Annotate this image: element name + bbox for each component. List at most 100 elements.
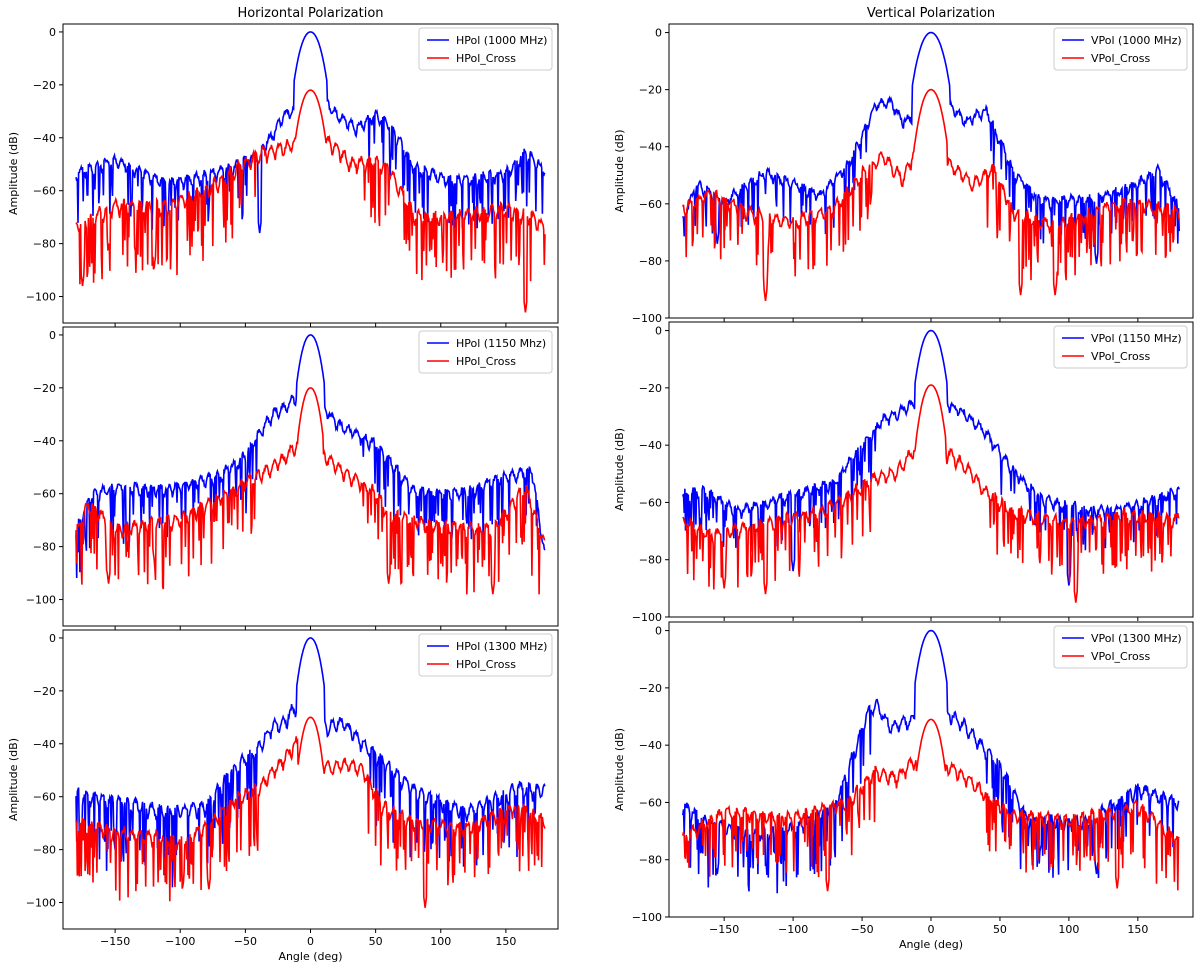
legend: HPol (1300 MHz) HPol_Cross [418,633,553,677]
legend-label-copol: HPol (1000 MHz) [456,34,547,47]
chart-panel-2: 0 −20 −40 −60 −80 −100 HPol (1150 Mhz) HPol_Cro… [26,326,559,630]
y-tick-label: −20 [639,84,662,97]
y-tick-label: −40 [33,435,56,448]
chart-title: Vertical Polarization [867,6,995,21]
legend: VPol (1000 MHz) VPol_Cross [1053,27,1188,71]
y-tick-label: −80 [33,844,56,857]
legend: VPol (1300 MHz) VPol_Cross [1053,625,1188,669]
y-tick-label: −80 [639,554,662,567]
x-tick-label: −50 [850,923,873,936]
legend-label-copol: HPol (1150 Mhz) [456,337,546,350]
y-tick-label: 0 [49,26,56,39]
series-line-copol [682,329,1180,586]
y-tick-label: 0 [655,325,662,338]
y-tick-label: −60 [33,488,56,501]
y-tick-label: −40 [33,738,56,751]
legend-box [418,330,553,374]
y-tick-label: −20 [33,382,56,395]
y-tick-label: 0 [655,625,662,638]
x-tick-label: 150 [495,935,516,948]
y-tick-label: −100 [26,291,56,304]
y-tick-label: −40 [639,739,662,752]
legend: VPol (1150 MHz) VPol_Cross [1053,325,1188,369]
y-tick-label: −100 [632,312,662,325]
legend-label-copol: VPol (1300 MHz) [1091,632,1182,645]
x-tick-label: 50 [993,923,1007,936]
legend-label-copol: VPol (1150 MHz) [1091,332,1182,345]
legend-label-cross: VPol_Cross [1091,52,1150,65]
legend-label-cross: HPol_Cross [456,658,516,671]
legend-label-cross: VPol_Cross [1091,350,1150,363]
x-tick-label: 0 [928,923,935,936]
legend-box [418,633,553,677]
x-tick-label: −50 [234,935,257,948]
y-tick-label: −80 [639,854,662,867]
legend-box [1053,27,1188,71]
legend-box [1053,625,1188,669]
chart-panel-6: 0 −20 −40 −60 −80 −100 −150 −100 −50 0 50 100 150 Amp… [613,621,1194,951]
legend-label-cross: VPol_Cross [1091,650,1150,663]
series-line-copol [75,31,546,238]
series-line-cross [682,718,1180,892]
legend-box [1053,325,1188,369]
y-tick-label: −60 [639,496,662,509]
x-tick-label: 100 [1058,923,1079,936]
series-line-cross [682,384,1180,603]
series-line-cross [75,716,546,908]
y-tick-label: −60 [639,796,662,809]
y-tick-label: −100 [632,911,662,924]
x-tick-label: −100 [165,935,195,948]
y-axis-label: Amplitude (dB) [7,132,20,215]
y-tick-label: −20 [639,382,662,395]
series-line-cross [75,89,546,313]
y-tick-label: −20 [639,682,662,695]
y-axis-label: Amplitude (dB) [613,428,626,511]
series-line-copol [75,637,546,888]
y-tick-label: −80 [639,255,662,268]
chart-panel-3: 0 −20 −40 −60 −80 −100 −150 −100 −50 0 50 100 150 Amp… [7,629,559,962]
series-line-cross [75,387,546,595]
chart-title: Horizontal Polarization [237,6,383,21]
y-tick-label: −100 [26,594,56,607]
series-line-copol [75,334,546,579]
chart-panel-5: 0 −20 −40 −60 −80 −100 Amplitude (dB) VPol (115… [613,321,1194,624]
y-tick-label: −80 [33,238,56,251]
chart-panel-4: 0 −20 −40 −60 −80 −100 Vertical Polarization Am… [613,6,1194,325]
x-tick-label: −150 [100,935,130,948]
y-tick-label: −20 [33,685,56,698]
legend-label-cross: HPol_Cross [456,355,516,368]
series-line-copol [682,629,1180,894]
y-tick-label: 0 [49,632,56,645]
y-axis-label: Amplitude (dB) [613,130,626,213]
x-tick-label: 150 [1127,923,1148,936]
x-tick-label: 0 [307,935,314,948]
x-tick-label: −100 [778,923,808,936]
series-line-copol [682,31,1180,264]
legend-label-cross: HPol_Cross [456,52,516,65]
y-axis-label: Amplitude (dB) [7,738,20,821]
y-tick-label: −40 [639,141,662,154]
legend: HPol (1150 Mhz) HPol_Cross [418,330,553,374]
y-tick-label: −40 [33,132,56,145]
y-tick-label: −60 [33,185,56,198]
y-tick-label: −100 [632,611,662,624]
y-tick-label: −60 [33,791,56,804]
chart-panel-1: 0 −20 −40 −60 −80 −100 Horizontal Polarization… [7,6,559,327]
y-tick-label: −20 [33,79,56,92]
x-tick-label: −150 [709,923,739,936]
y-tick-label: −100 [26,897,56,910]
y-tick-label: −60 [639,198,662,211]
y-tick-label: −80 [33,541,56,554]
x-axis-label: Angle (deg) [278,950,342,962]
y-tick-label: −40 [639,439,662,452]
x-axis-label: Angle (deg) [899,938,963,951]
legend-label-copol: HPol (1300 MHz) [456,640,547,653]
legend: HPol (1000 MHz) HPol_Cross [418,27,553,71]
y-axis-label: Amplitude (dB) [613,728,626,811]
series-line-cross [682,88,1180,301]
legend-box [418,27,553,71]
y-tick-label: 0 [655,27,662,40]
x-tick-label: 50 [369,935,383,948]
y-tick-label: 0 [49,329,56,342]
